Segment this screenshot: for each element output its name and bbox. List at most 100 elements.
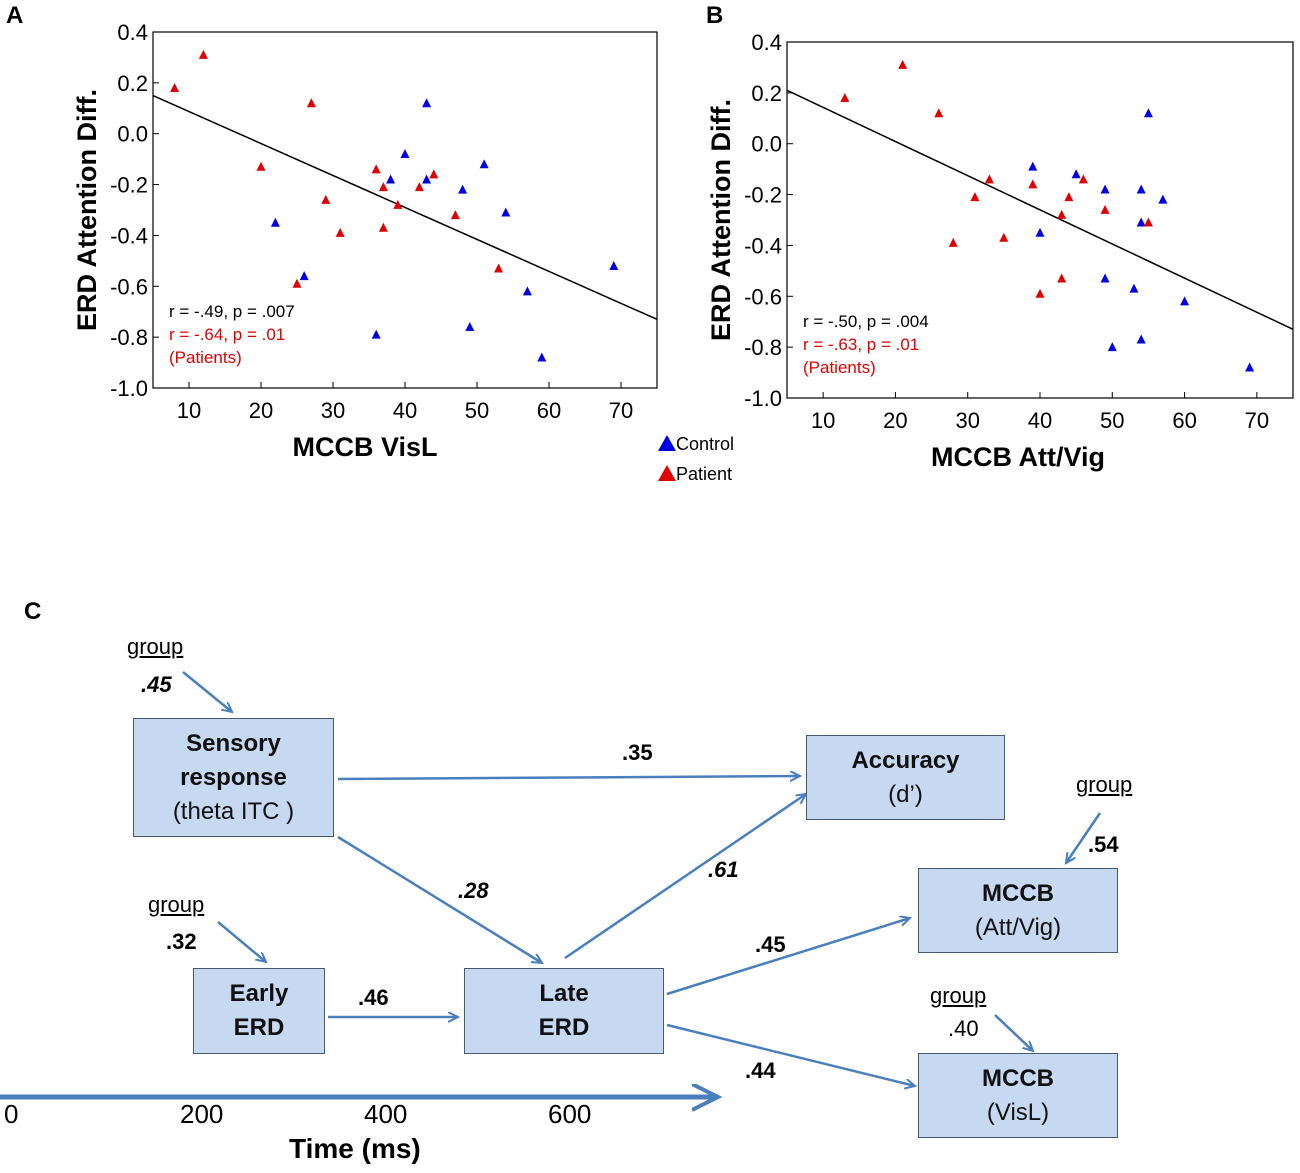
point-patient-a: [429, 169, 439, 179]
box-mccb-visl-line1: MCCB: [982, 1064, 1054, 1092]
y-tick-label-b: -0.6: [744, 284, 782, 309]
point-patient-a: [170, 82, 180, 92]
point-patient-b: [898, 59, 908, 69]
box-late-line1: Late: [539, 980, 589, 1007]
point-patient-a: [292, 278, 302, 288]
group-label-early: group: [148, 892, 205, 917]
point-patient-b: [1028, 179, 1038, 189]
y-tick-label-a: 0.0: [117, 122, 148, 147]
point-patient-a: [321, 194, 331, 204]
coef-sensory-accuracy: .35: [622, 740, 653, 765]
y-tick-label-a: -0.6: [110, 274, 148, 299]
point-patient-b: [999, 232, 1009, 242]
point-control-b: [1245, 362, 1255, 372]
point-control-a: [522, 286, 532, 296]
point-control-a: [537, 352, 547, 362]
x-tick-label-b: 40: [1028, 408, 1052, 433]
point-control-b: [1136, 184, 1146, 194]
box-late-erd: Late ERD: [464, 968, 664, 1054]
point-control-a: [422, 174, 432, 184]
legend-patient-marker: [658, 465, 676, 481]
x-tick-label-a: 40: [393, 398, 417, 423]
point-control-b: [1100, 184, 1110, 194]
box-early-line1: Early: [229, 980, 289, 1007]
scatter-charts: 0.4 0.2 0.0 -0.2 -0.4 -0.6 -0.8 -1.0 10 20 30 40 50 6…: [72, 20, 1294, 472]
stats-patients-note-b: (Patients): [803, 358, 876, 377]
legend-patient: Patient: [658, 464, 732, 485]
point-patient-b: [1100, 204, 1110, 214]
box-mccb-att-line2: (Att/Vig): [974, 913, 1062, 941]
coef-early-late: .46: [358, 985, 389, 1010]
box-accuracy-line2: (d’): [888, 780, 923, 808]
point-control-b: [1136, 334, 1146, 344]
x-tick-label-a: 20: [249, 398, 273, 423]
timeline-tick-400: 400: [364, 1099, 408, 1129]
timeline-tick-200: 200: [180, 1099, 224, 1129]
point-control-b: [1180, 296, 1190, 306]
arrow-group-early: [217, 921, 266, 962]
regression-line-b: [786, 89, 1294, 331]
point-control-b: [1158, 194, 1168, 204]
box-sensory-line1: Sensory: [186, 729, 281, 757]
x-tick-label-a: 60: [537, 398, 561, 423]
arrow-sensory-accuracy: [337, 776, 800, 779]
y-tick-label-a: -0.2: [110, 173, 148, 198]
box-mccb-attvig: MCCB (Att/Vig): [918, 868, 1118, 953]
stats-all-a: r = -.49, p = .007: [169, 302, 295, 321]
y-tick-label-b: -0.8: [744, 335, 782, 360]
coef-group-mccb-visl: .40: [948, 1016, 979, 1041]
x-tick-label-a: 10: [177, 398, 201, 423]
box-sensory-line3: (theta ITC ): [172, 797, 295, 825]
coef-group-sensory: .45: [141, 672, 172, 697]
panel-label-c: C: [24, 598, 42, 625]
point-patient-b: [1035, 288, 1045, 298]
coef-sensory-late: .28: [458, 878, 489, 903]
box-mccb-att-line1: MCCB: [982, 879, 1054, 907]
point-patient-b: [984, 174, 994, 184]
y-tick-label-b: -0.4: [744, 233, 782, 258]
x-tick-label-b: 50: [1100, 408, 1124, 433]
box-accuracy-line1: Accuracy: [851, 746, 960, 774]
point-control-a: [386, 174, 396, 184]
box-mccb-visl-line2: (VisL): [986, 1098, 1050, 1126]
arrow-late-accuracy: [564, 794, 806, 960]
coef-group-early: .32: [166, 929, 197, 954]
point-patient-a: [494, 263, 504, 273]
point-control-b: [1028, 161, 1038, 171]
point-control-b: [1107, 342, 1117, 352]
stats-patients-b: r = -.63, p = .01: [803, 335, 919, 354]
timeline-tick-0: 0: [4, 1099, 19, 1129]
box-sensory-response: Sensory response (theta ITC ): [133, 718, 334, 837]
point-control-a: [609, 260, 619, 270]
point-patient-b: [970, 192, 980, 202]
point-patient-a: [256, 161, 266, 171]
point-patient-b: [948, 237, 958, 247]
box-sensory-line2: response: [180, 763, 287, 791]
point-control-a: [422, 98, 432, 108]
regression-line-a: [152, 94, 658, 321]
arrow-late-mccb-visl: [666, 1023, 915, 1086]
arrow-group-sensory: [182, 671, 232, 712]
panel-label-b: B: [706, 2, 724, 29]
legend-control: Control: [658, 434, 734, 455]
x-tick-label-b: 10: [811, 408, 835, 433]
point-control-a: [371, 329, 381, 339]
y-tick-label-b: 0.4: [751, 30, 782, 55]
point-control-a: [400, 149, 410, 159]
timeline-title: Time (ms): [289, 1133, 421, 1164]
point-control-b: [1100, 273, 1110, 283]
point-control-a: [479, 159, 489, 169]
legend-control-label: Control: [676, 434, 735, 454]
x-tick-label-b: 20: [883, 408, 907, 433]
stats-patients-note-a: (Patients): [169, 348, 242, 367]
legend-control-marker: [658, 435, 676, 451]
group-label-sensory: group: [127, 634, 184, 659]
y-axis-label-b: ERD Attention Diff.: [706, 99, 736, 341]
y-tick-label-b: -1.0: [744, 386, 782, 411]
y-tick-label-b: 0.2: [751, 81, 782, 106]
point-patient-b: [1078, 174, 1088, 184]
x-axis-label-a: MCCB VisL: [292, 432, 437, 462]
point-patient-a: [450, 210, 460, 220]
y-axis-label-a: ERD Attention Diff.: [72, 89, 102, 331]
